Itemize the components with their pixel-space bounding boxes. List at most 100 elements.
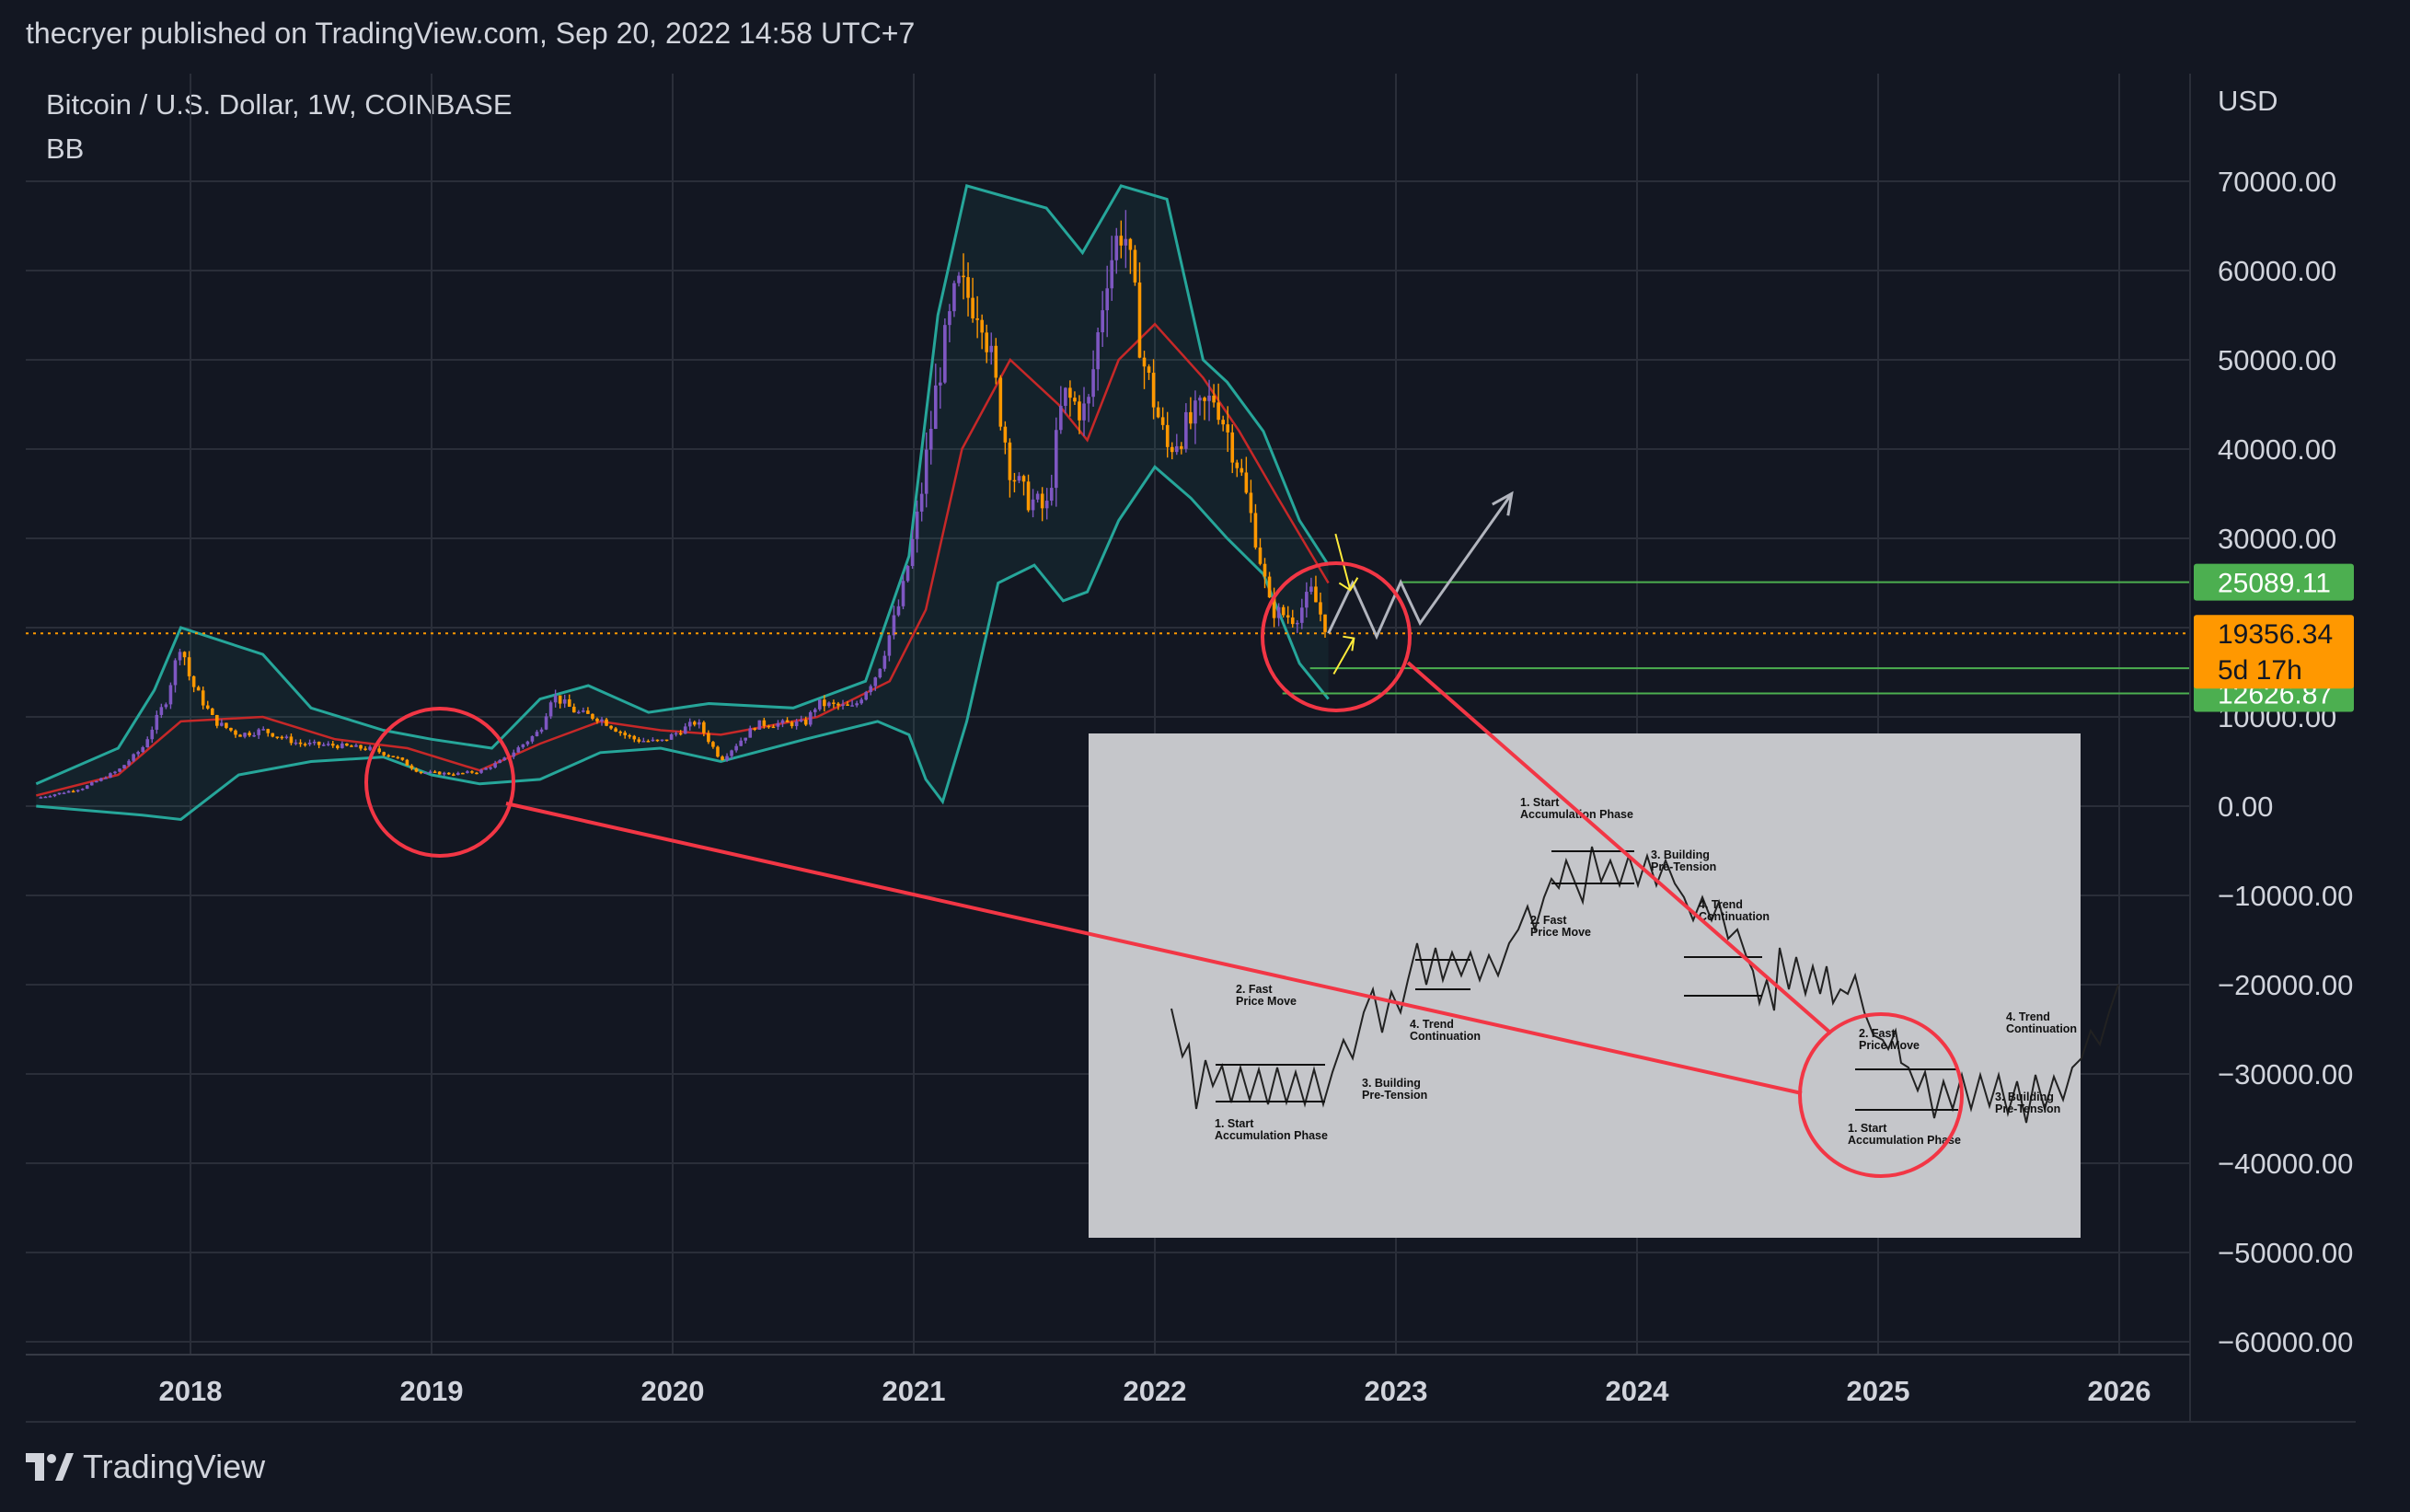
symbol-legend: Bitcoin / U.S. Dollar, 1W, COINBASE (46, 88, 513, 121)
candle-body-272 (1300, 607, 1304, 623)
candle-body-151 (739, 740, 743, 746)
candle-body-234 (1124, 238, 1128, 246)
candle-body-143 (702, 721, 706, 733)
inset-label-2-3: Price Move (1859, 1039, 1920, 1052)
candle-body-165 (803, 720, 808, 725)
candle-body-183 (887, 635, 892, 656)
candle-body-204 (985, 332, 989, 352)
candle-body-76 (391, 756, 396, 757)
bb-fill (36, 185, 1329, 820)
candle-body-26 (159, 707, 164, 715)
inset-label-0-7: Continuation (1410, 1030, 1481, 1043)
last-price-tag-text: 19356.34 (2218, 619, 2333, 650)
candle-body-129 (637, 739, 641, 742)
candle-body-11 (89, 782, 94, 786)
candle-body-185 (896, 606, 901, 616)
candle-body-80 (409, 765, 414, 769)
candle-body-108 (539, 729, 544, 733)
candle-body-261 (1249, 492, 1253, 514)
inset-label-1-4: 3. Building (1651, 848, 1710, 861)
candle-body-225 (1082, 403, 1086, 421)
inset-label-0-4: 3. Building (1362, 1077, 1421, 1090)
x-tick-label-8: 2026 (2088, 1375, 2151, 1407)
countdown-text: 5d 17h (2218, 655, 2302, 686)
candle-body-173 (841, 704, 845, 706)
candle-body-223 (1073, 398, 1077, 402)
candle-body-273 (1305, 592, 1309, 608)
candle-body-53 (284, 736, 289, 738)
candle-body-6 (66, 791, 71, 793)
brand-name: TradingView (83, 1448, 266, 1485)
candle-body-98 (493, 763, 497, 768)
candle-body-97 (489, 767, 492, 769)
callout-circle-2019 (364, 707, 515, 858)
candle-body-186 (901, 581, 905, 606)
candle-body-157 (767, 725, 771, 728)
candle-body-140 (687, 721, 692, 727)
tradingview-icon (26, 1453, 74, 1481)
indicator-legend[interactable]: BB (46, 133, 85, 165)
yellow-arrow-down-head (1338, 577, 1359, 592)
candle-body-181 (878, 668, 882, 678)
candle-body-198 (957, 275, 961, 283)
candle-body-251 (1203, 398, 1206, 401)
candle-body-32 (187, 657, 191, 676)
inset-label-1-2: 2. Fast (1530, 914, 1567, 927)
x-tick-label-2: 2020 (641, 1375, 705, 1407)
candle-body-193 (933, 385, 938, 430)
tradingview-logo[interactable]: TradingView (26, 1447, 265, 1487)
candle-body-191 (924, 449, 928, 494)
candle-body-213 (1026, 481, 1031, 511)
inset-label-2-7: Continuation (2006, 1022, 2077, 1035)
candle-body-121 (600, 719, 604, 721)
candle-body-240 (1151, 373, 1156, 408)
candle-body-22 (141, 747, 145, 753)
candle-body-142 (698, 721, 701, 725)
candle-body-182 (882, 655, 887, 669)
candle-body-42 (234, 730, 237, 735)
candle-body-9 (80, 789, 85, 791)
candle-body-144 (707, 733, 710, 743)
candle-body-194 (939, 382, 942, 386)
candle-body-160 (780, 720, 785, 723)
y-axis-labels: 70000.00 60000.00 50000.00 40000.00 30000.00… (2218, 166, 2353, 1358)
candle-body-277 (1323, 614, 1327, 632)
candle-body-227 (1091, 369, 1095, 398)
candle-body-1 (43, 796, 48, 799)
candle-body-274 (1309, 586, 1313, 593)
candle-body-174 (846, 704, 849, 706)
candle-body-81 (414, 768, 419, 772)
currency-label: USD (2218, 85, 2278, 117)
candle-body-12 (95, 780, 98, 783)
candle-body-83 (423, 772, 428, 774)
candle-body-25 (155, 714, 159, 730)
candle-body-29 (173, 660, 178, 686)
candle-body-224 (1078, 401, 1081, 421)
candle-body-58 (307, 742, 312, 744)
x-tick-label-7: 2025 (1847, 1375, 1910, 1407)
candle-body-245 (1174, 445, 1179, 453)
candle-body-7 (71, 791, 75, 793)
inset-label-0-2: 2. Fast (1236, 983, 1273, 996)
candle-body-23 (145, 739, 150, 748)
candle-body-184 (892, 615, 896, 636)
y-tick-label-2: 50000.00 (2218, 344, 2336, 376)
bb-basis-line (35, 322, 1330, 797)
candle-body-39 (220, 722, 224, 726)
candle-body-93 (470, 771, 474, 773)
candle-body-242 (1160, 417, 1165, 425)
candle-body-159 (776, 722, 780, 727)
x-tick-label-0: 2018 (159, 1375, 223, 1407)
last-price-tag-bg (2194, 615, 2354, 689)
candle-body-59 (312, 741, 317, 744)
candle-body-170 (827, 702, 831, 707)
candle-body-141 (692, 721, 697, 725)
candle-body-171 (832, 702, 836, 704)
candle-body-229 (1101, 310, 1104, 333)
candle-body-96 (484, 768, 488, 770)
candle-body-57 (303, 744, 307, 745)
candle-body-3 (52, 794, 57, 797)
candle-body-104 (521, 744, 525, 748)
inset-label-2-5: Pre-Tension (1995, 1102, 2060, 1115)
